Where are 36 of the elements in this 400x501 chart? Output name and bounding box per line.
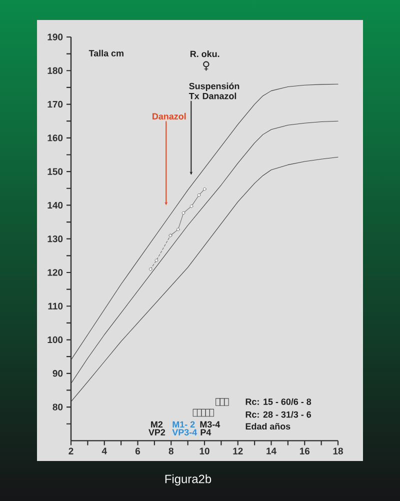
annotation: Rc: 28 - 31/3 - 6 (246, 411, 312, 418)
y-tick-label: 90 (52, 370, 63, 377)
x-axis-title: Edad años (246, 422, 290, 430)
annotation: R. oku. (190, 50, 220, 58)
x-tick-label: 14 (266, 448, 276, 454)
y-tick-label: 110 (48, 302, 63, 310)
y-tick-label: 170 (48, 100, 63, 108)
x-tick-label: 2 (68, 448, 74, 454)
annotation: M2 (151, 421, 163, 428)
x-tick-label: 10 (200, 448, 210, 454)
y-tick-label: 150 (48, 168, 63, 175)
y-tick-label: 100 (48, 336, 63, 344)
annotation: P4 (200, 429, 212, 436)
x-tick-label: 18 (333, 448, 343, 454)
y-tick-label: 160 (48, 134, 63, 142)
annotation: M3-4 (200, 421, 220, 428)
y-tick-label: 80 (52, 404, 63, 410)
y-tick-label: 120 (48, 269, 63, 276)
y-tick-label: 130 (48, 235, 63, 242)
x-tick-label: 8 (168, 448, 174, 454)
annotation: Danazol (152, 112, 186, 120)
x-tick-label: 12 (233, 448, 243, 454)
y-axis-title: Talla cm (88, 50, 124, 56)
annotation: VP2 (148, 429, 166, 436)
x-tick-label: 16 (300, 448, 310, 454)
annotation: M1- 2 (172, 421, 195, 428)
annotation: Suspensión Tx Danazol (188, 82, 240, 100)
annotation: VP3-4 (172, 429, 198, 436)
y-tick-label: 140 (48, 202, 63, 209)
y-tick-label: 180 (48, 67, 63, 74)
x-tick-label: 6 (135, 448, 140, 454)
annotation: Rc: 15 - 60/6 - 8 (246, 398, 312, 405)
text: Figura2b (165, 474, 212, 486)
x-tick-label: 4 (102, 448, 107, 454)
y-tick-label: 190 (48, 34, 63, 40)
annotation: ♀ (203, 61, 210, 71)
